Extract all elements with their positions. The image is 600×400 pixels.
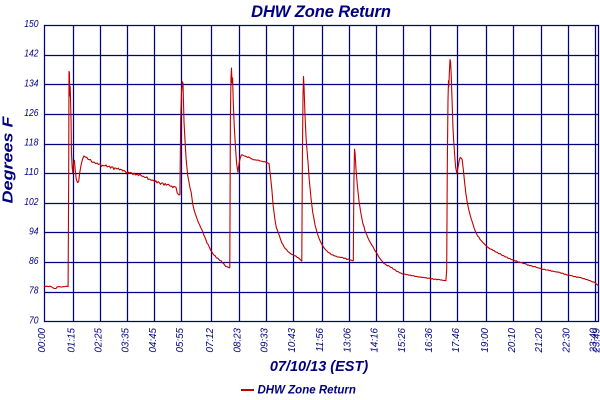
- svg-text:DHW Zone Return: DHW Zone Return: [258, 385, 356, 397]
- svg-text:13:06: 13:06: [342, 327, 353, 352]
- svg-text:Degrees F: Degrees F: [0, 116, 17, 204]
- svg-text:19:00: 19:00: [480, 327, 491, 352]
- svg-text:01:15: 01:15: [66, 327, 77, 352]
- svg-text:110: 110: [24, 167, 39, 178]
- svg-text:23:40: 23:40: [589, 327, 600, 353]
- svg-text:DHW Zone Return: DHW Zone Return: [251, 3, 391, 21]
- svg-text:17:46: 17:46: [451, 327, 462, 352]
- svg-text:126: 126: [24, 108, 39, 119]
- svg-text:118: 118: [24, 138, 39, 149]
- svg-text:04:45: 04:45: [148, 327, 159, 352]
- svg-text:150: 150: [24, 19, 39, 30]
- svg-text:05:55: 05:55: [175, 327, 186, 352]
- svg-text:94: 94: [29, 226, 39, 237]
- svg-text:07:12: 07:12: [205, 327, 216, 352]
- svg-text:03:35: 03:35: [121, 327, 132, 352]
- svg-text:09:33: 09:33: [260, 327, 271, 352]
- svg-text:07/10/13 (EST): 07/10/13 (EST): [270, 359, 368, 375]
- svg-text:102: 102: [24, 197, 39, 208]
- svg-text:11:56: 11:56: [315, 327, 326, 351]
- svg-text:142: 142: [24, 49, 39, 60]
- svg-text:22:30: 22:30: [561, 327, 572, 353]
- svg-text:23:49: 23:49: [592, 327, 600, 353]
- svg-text:86: 86: [29, 256, 39, 267]
- svg-text:21:20: 21:20: [534, 327, 545, 353]
- svg-text:78: 78: [29, 286, 39, 297]
- svg-text:20:10: 20:10: [507, 327, 518, 353]
- svg-text:10:43: 10:43: [287, 327, 298, 352]
- svg-text:16:36: 16:36: [424, 327, 435, 352]
- svg-text:02:25: 02:25: [94, 327, 105, 352]
- svg-text:00:00: 00:00: [37, 327, 48, 352]
- svg-text:15:26: 15:26: [397, 327, 408, 352]
- svg-text:134: 134: [24, 78, 39, 89]
- svg-text:70: 70: [29, 315, 39, 326]
- svg-text:08:23: 08:23: [233, 327, 244, 352]
- svg-text:14:16: 14:16: [370, 327, 381, 352]
